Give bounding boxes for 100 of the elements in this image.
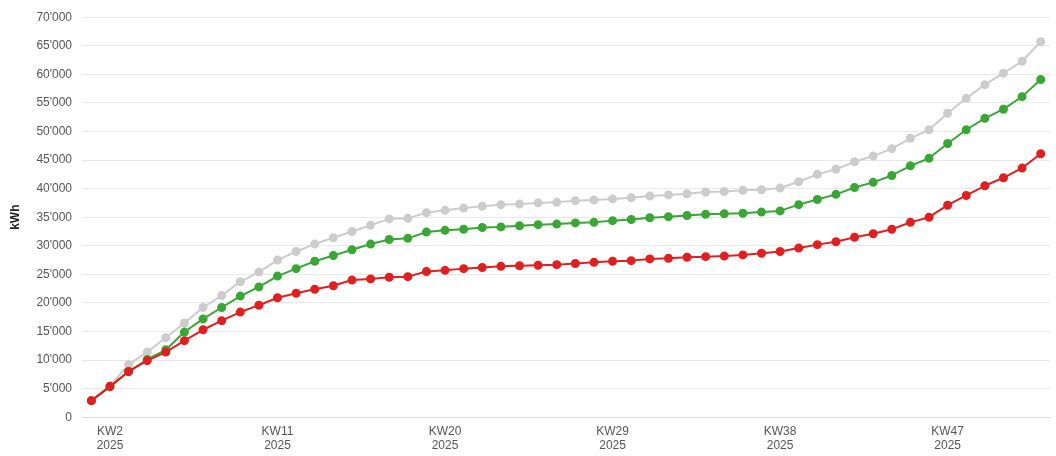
point (626, 193, 636, 203)
point (645, 254, 655, 264)
point (496, 200, 506, 210)
point (291, 288, 301, 298)
point (384, 234, 394, 244)
point (179, 327, 189, 337)
point (812, 240, 822, 250)
point (254, 300, 264, 310)
point (719, 209, 729, 219)
point (682, 210, 692, 220)
point (943, 138, 953, 148)
point (477, 201, 487, 211)
y-tick-label: 45'000 (36, 152, 73, 167)
point (868, 229, 878, 239)
point (663, 212, 673, 222)
point (756, 248, 766, 258)
point (440, 205, 450, 215)
point (217, 290, 227, 300)
point (347, 245, 357, 255)
point (366, 239, 376, 249)
point (980, 181, 990, 191)
point (328, 250, 338, 260)
point (775, 206, 785, 216)
point (1036, 149, 1046, 159)
point (608, 194, 618, 204)
point (998, 173, 1008, 183)
point (496, 222, 506, 232)
point (794, 177, 804, 187)
y-tick-label: 55'000 (36, 95, 73, 110)
point (310, 284, 320, 294)
point (235, 277, 245, 287)
point (217, 316, 227, 326)
point (310, 256, 320, 266)
point (552, 219, 562, 229)
point (831, 189, 841, 199)
point (645, 213, 655, 223)
point (701, 209, 711, 219)
point (850, 182, 860, 192)
point (459, 264, 469, 274)
point (738, 185, 748, 195)
point (440, 265, 450, 275)
point (1036, 37, 1046, 47)
point (533, 220, 543, 230)
point (589, 217, 599, 227)
y-tick-label: 0 (65, 409, 73, 424)
point (235, 291, 245, 301)
point (291, 264, 301, 274)
point (403, 213, 413, 223)
point (850, 232, 860, 242)
point (682, 252, 692, 262)
point (142, 347, 152, 357)
point (998, 104, 1008, 114)
x-tick-label: KW29 2025 (596, 423, 630, 453)
point (905, 161, 915, 171)
point (775, 246, 785, 256)
point (924, 212, 934, 222)
point (626, 214, 636, 224)
point (943, 108, 953, 118)
x-tick-label: KW2 2025 (96, 423, 124, 453)
point (217, 302, 227, 312)
point (756, 207, 766, 217)
point (701, 252, 711, 262)
point (1036, 74, 1046, 84)
point (179, 318, 189, 328)
point (980, 113, 990, 123)
point (570, 196, 580, 206)
point (328, 233, 338, 243)
point (980, 80, 990, 90)
point (626, 256, 636, 266)
point (998, 68, 1008, 78)
point (421, 227, 431, 237)
point (384, 214, 394, 224)
point (496, 261, 506, 271)
point (850, 157, 860, 167)
point (831, 237, 841, 247)
point (905, 133, 915, 143)
y-tick-label: 5'000 (43, 380, 73, 395)
point (328, 281, 338, 291)
y-tick-label: 70'000 (36, 9, 73, 24)
point (310, 239, 320, 249)
y-tick-label: 35'000 (36, 209, 73, 224)
y-tick-label: 60'000 (36, 66, 73, 81)
point (515, 221, 524, 231)
point (273, 271, 283, 281)
point (570, 258, 580, 268)
x-tick-label: KW11 2025 (261, 423, 294, 453)
point (384, 272, 394, 282)
point (663, 190, 673, 200)
point (552, 197, 562, 207)
point (943, 200, 953, 210)
point (366, 274, 376, 284)
point (905, 217, 915, 227)
point (459, 203, 469, 213)
point (1017, 92, 1027, 102)
point (701, 187, 711, 197)
point (1017, 163, 1027, 173)
point (533, 198, 543, 208)
point (868, 151, 878, 161)
point (273, 293, 283, 303)
point (831, 164, 841, 174)
